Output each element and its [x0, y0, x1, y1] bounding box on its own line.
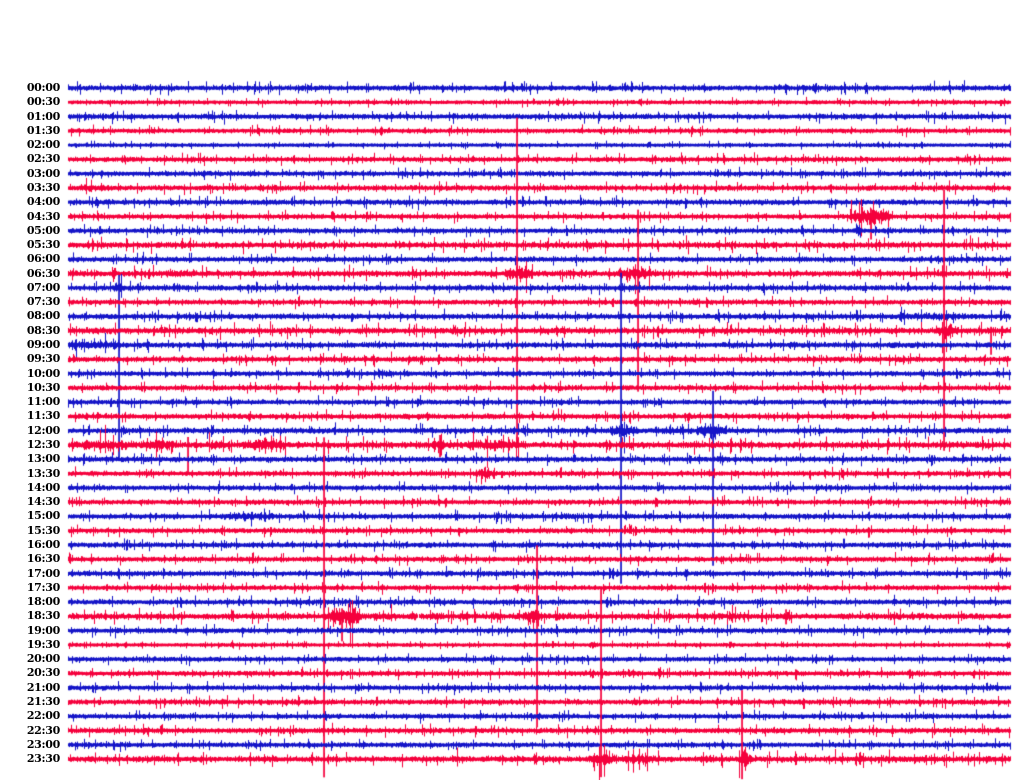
trace-time-label: 11:00	[26, 395, 60, 409]
trace-time-label: 19:30	[26, 637, 60, 651]
trace-time-label: 01:30	[26, 123, 60, 137]
trace-time-label: 17:30	[26, 580, 60, 594]
trace-time-label: 13:00	[26, 452, 60, 466]
trace-time-label: 10:30	[26, 380, 60, 394]
trace-time-label: 08:00	[26, 309, 60, 323]
trace-time-label: 17:00	[26, 566, 60, 580]
trace-time-label: 20:00	[26, 652, 60, 666]
trace-time-label: 20:30	[26, 666, 60, 680]
trace-time-label: 16:00	[26, 537, 60, 551]
trace-time-label: 09:00	[26, 338, 60, 352]
trace-time-label: 15:30	[26, 523, 60, 537]
trace-time-label: 18:00	[26, 595, 60, 609]
trace-time-label: 02:00	[26, 138, 60, 152]
trace-time-label: 23:00	[26, 737, 60, 751]
trace-time-label: 00:00	[26, 81, 60, 94]
trace-time-label: 07:00	[26, 280, 60, 294]
trace-time-label: 13:30	[26, 466, 60, 480]
trace-time-label: 03:30	[26, 180, 60, 194]
trace-time-label: 14:30	[26, 495, 60, 509]
trace-time-label: 21:30	[26, 695, 60, 709]
trace-time-label: 06:30	[26, 266, 60, 280]
trace-time-label: 11:30	[26, 409, 60, 423]
trace-time-label: 04:30	[26, 209, 60, 223]
trace-time-label: 15:00	[26, 509, 60, 523]
trace-time-label: 04:00	[26, 195, 60, 209]
trace-time-label: 19:00	[26, 623, 60, 637]
trace-time-label: 21:00	[26, 680, 60, 694]
trace-time-label: 05:00	[26, 223, 60, 237]
trace-time-label: 06:00	[26, 252, 60, 266]
trace-time-label: 05:30	[26, 238, 60, 252]
trace-time-label: 14:00	[26, 480, 60, 494]
trace-time-label: 22:30	[26, 723, 60, 737]
trace-time-label: 18:30	[26, 609, 60, 623]
trace-time-label: 01:00	[26, 109, 60, 123]
trace-time-label: 03:00	[26, 166, 60, 180]
trace-time-label: 07:30	[26, 295, 60, 309]
trace-time-label: 12:00	[26, 423, 60, 437]
trace-time-label: 09:30	[26, 352, 60, 366]
trace-time-label: 10:00	[26, 366, 60, 380]
trace-time-label: 02:30	[26, 152, 60, 166]
trace-time-label: 16:30	[26, 552, 60, 566]
trace-time-label: 22:00	[26, 709, 60, 723]
trace-time-label: 00:30	[26, 95, 60, 109]
trace-time-label: 23:30	[26, 752, 60, 766]
trace-time-label: 12:30	[26, 438, 60, 451]
trace-time-label: 08:30	[26, 323, 60, 337]
